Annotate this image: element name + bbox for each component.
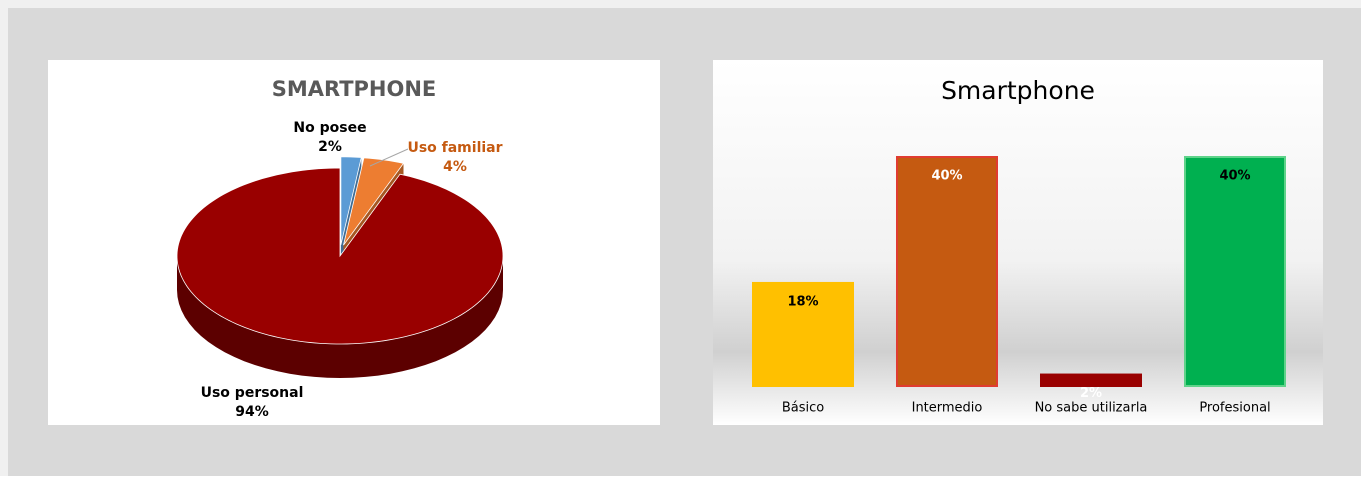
x-tick-label: Básico	[782, 401, 824, 416]
data-label-value: 94%	[235, 404, 269, 420]
pie-slice-side	[177, 256, 503, 378]
data-label-value: 4%	[443, 159, 467, 175]
data-label: 2%	[1080, 386, 1102, 401]
bar	[896, 156, 998, 387]
bar	[1040, 373, 1142, 387]
data-label: 40%	[931, 169, 962, 184]
pie-slice	[176, 167, 504, 345]
x-tick-label: No sabe utilizarla	[1035, 401, 1148, 416]
bar	[752, 281, 854, 388]
data-label-name: Uso familiar	[407, 140, 502, 156]
x-tick-label: Intermedio	[912, 401, 983, 416]
chart-title: Smartphone	[941, 76, 1095, 105]
chart-title: SMARTPHONE	[272, 77, 437, 101]
bar	[1184, 156, 1286, 387]
bar-chart: Smartphone 18% Básico 40% Intermedio 2%No sab…	[752, 76, 1286, 416]
leader-line	[369, 148, 409, 167]
data-label: 18%	[787, 294, 818, 309]
data-label-value: 2%	[318, 139, 342, 155]
data-label-name: Uso personal	[201, 385, 304, 401]
x-tick-label: Profesional	[1199, 401, 1270, 416]
pie-chart: SMARTPHONE No posee 2% Uso familiar 4% Uso pe…	[176, 77, 504, 420]
data-label: 40%	[1219, 169, 1250, 184]
pie-slice	[340, 156, 362, 245]
data-label-name: No posee	[293, 120, 366, 136]
